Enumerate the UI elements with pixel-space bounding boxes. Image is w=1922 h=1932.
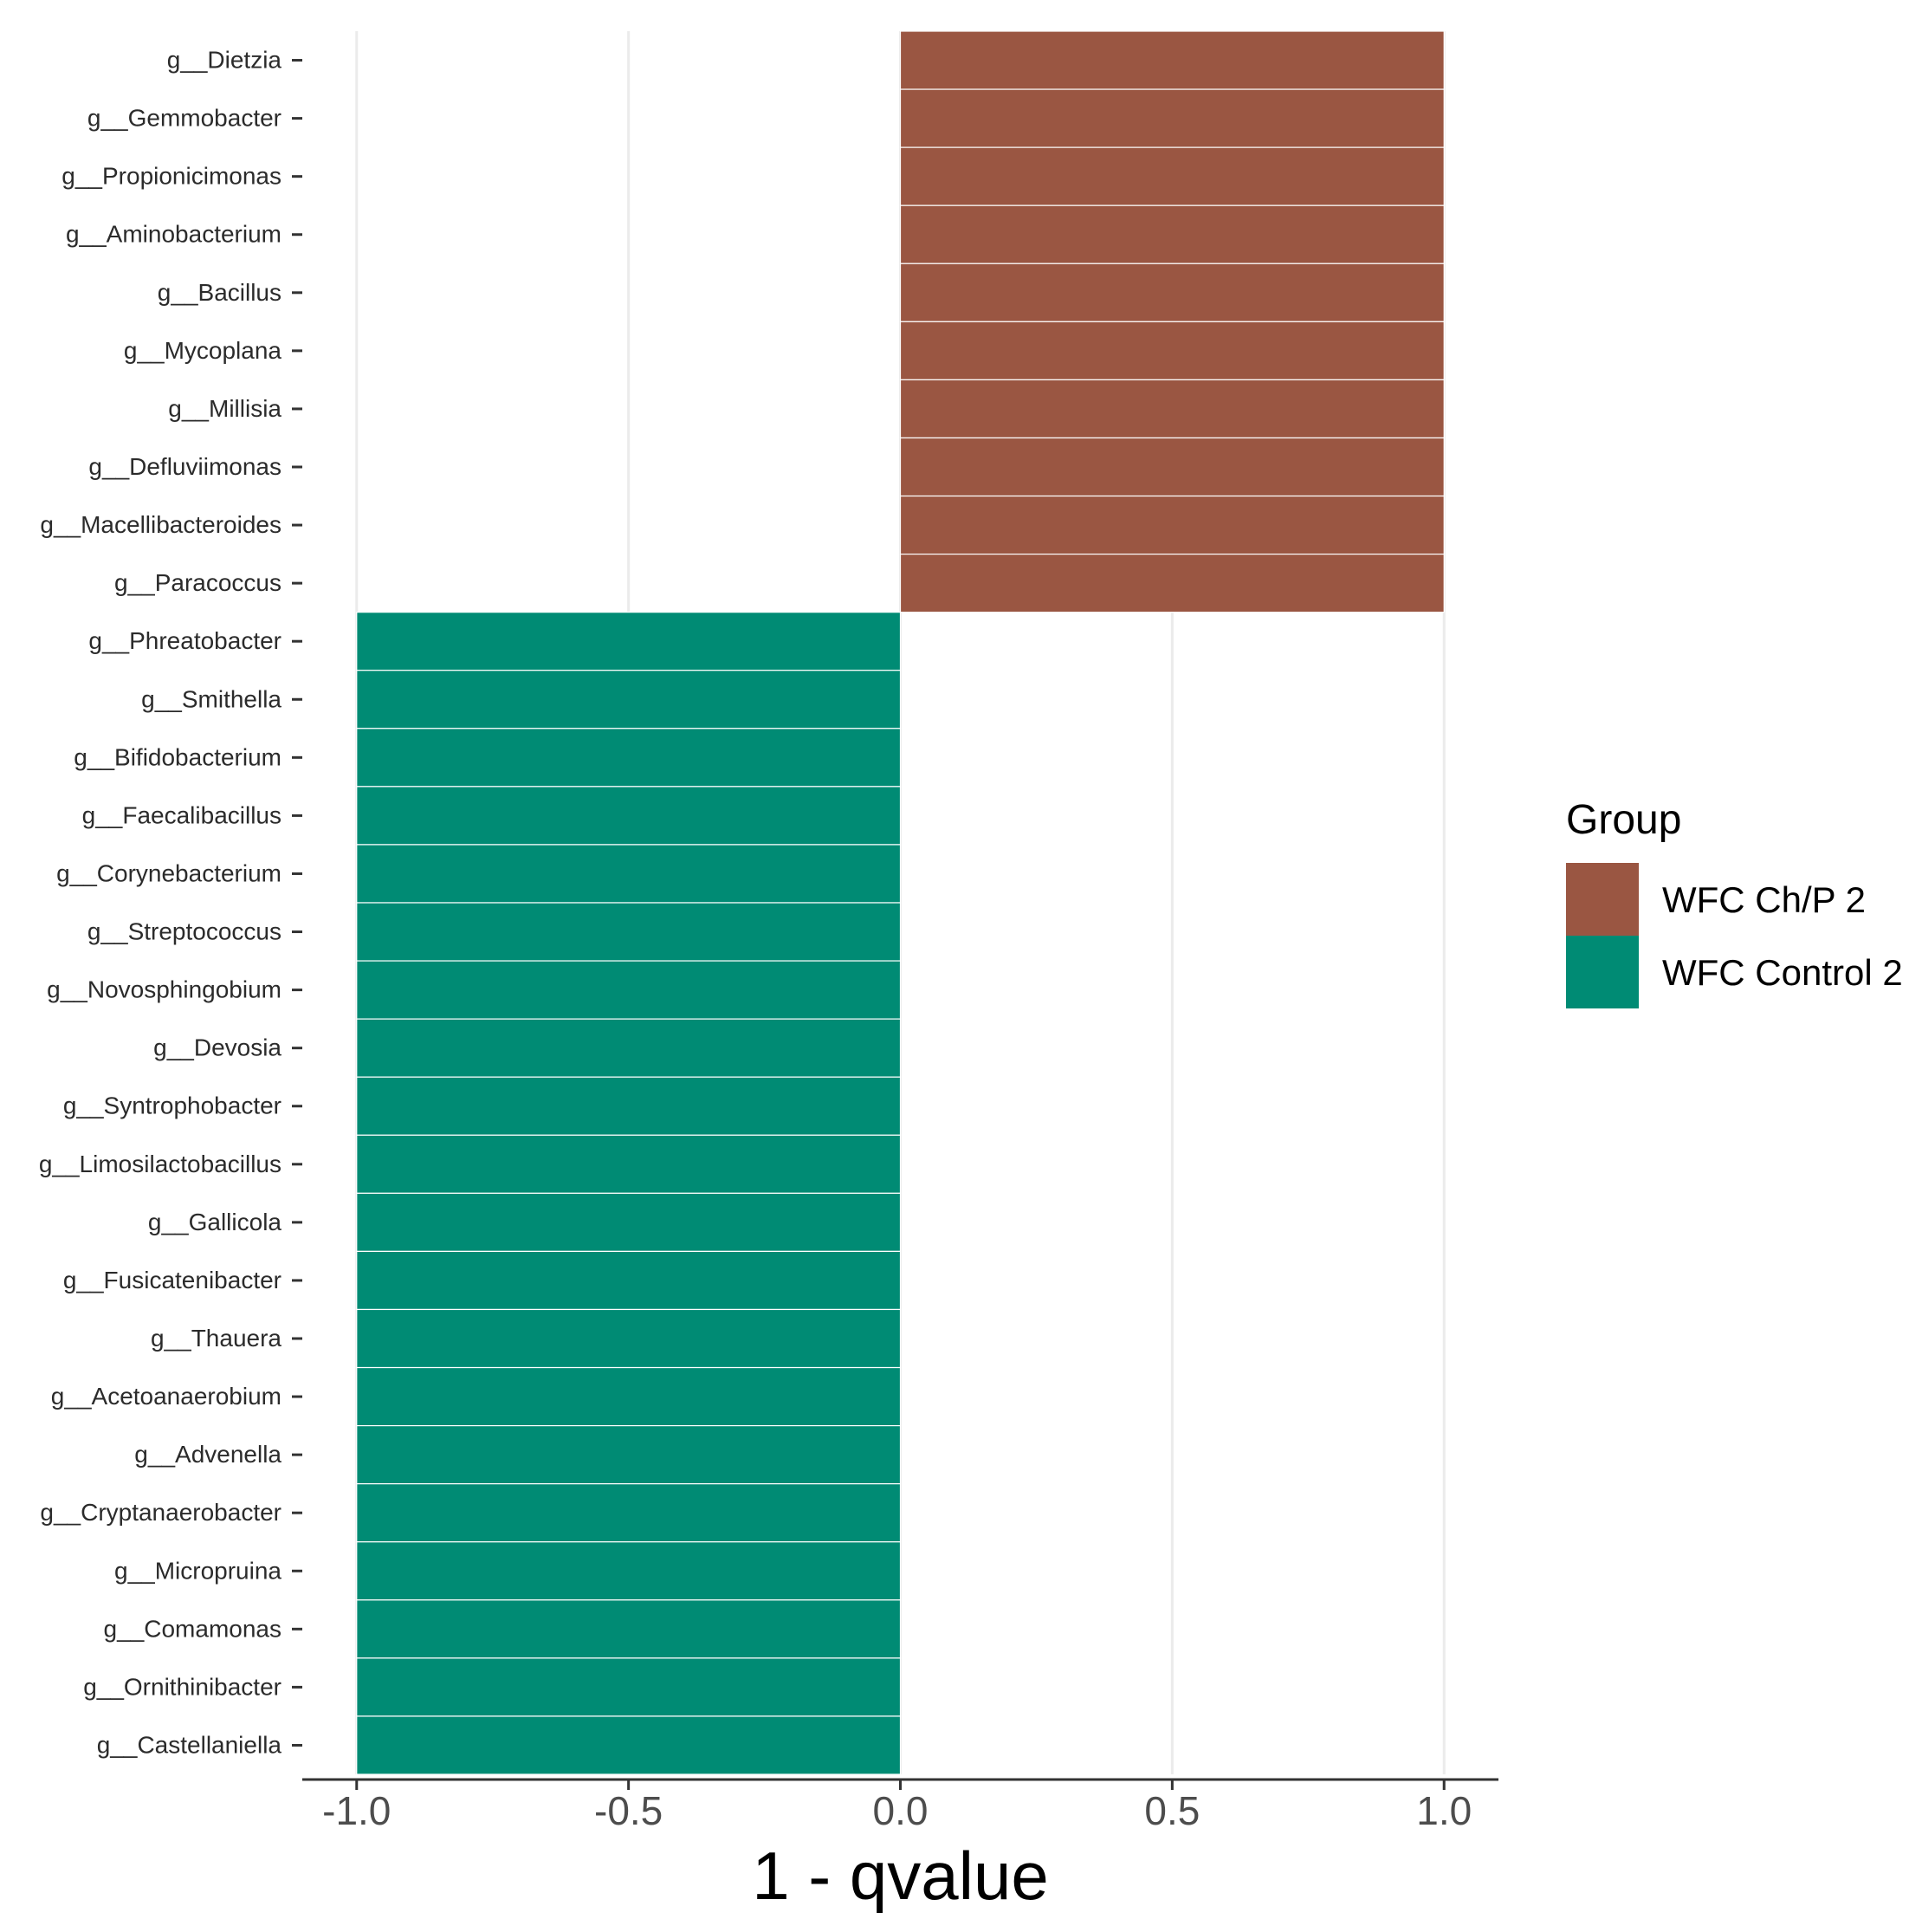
bar-g__Macellibacteroides [899,495,1445,555]
bar-g__Faecalibacillus [356,786,902,846]
y-tick-label: g__Propionicimonas [61,163,282,190]
x-tick-label: -1.0 [322,1788,391,1833]
x-axis: -1.0 -0.5 0.0 0.5 1.0 [302,1778,1498,1833]
y-tick-label: g__Gemmobacter [87,105,282,132]
bar-g__Micropruina [356,1541,902,1601]
bar-g__Cryptanaerobacter [356,1483,902,1543]
bar-g__Syntrophobacter [356,1076,902,1136]
bar-g__Dietzia [899,30,1445,90]
y-tick-label: g__Mycoplana [124,337,282,364]
bar-g__Advenella [356,1424,902,1485]
bar-g__Fusicatenibacter [356,1250,902,1311]
y-tick-label: g__Faecalibacillus [82,801,282,828]
y-tick-label: g__Comamonas [104,1615,282,1642]
legend-label: WFC Ch/P 2 [1662,879,1866,920]
bar-g__Gallicola [356,1192,902,1253]
y-tick-label: g__Thauera [151,1325,282,1352]
x-tick-label: -0.5 [594,1788,663,1833]
bar-g__Millisia [899,379,1445,439]
y-tick-label: g__Cryptanaerobacter [40,1499,282,1526]
y-tick-label: g__Aminobacterium [66,221,282,248]
bar-g__Limosilactobacillus [356,1134,902,1194]
y-tick-label: g__Syntrophobacter [63,1092,282,1119]
bar-g__Comamonas [356,1599,902,1659]
y-tick-label: g__Corynebacterium [56,859,282,886]
y-tick-label: g__Advenella [134,1441,282,1468]
y-tick-label: g__Streptococcus [87,918,282,945]
y-tick-label: g__Macellibacteroides [40,511,282,538]
y-tick-label: g__Dietzia [167,47,282,74]
legend: Group WFC Ch/P 2 WFC Control 2 [1566,797,1903,1008]
bar-g__Bifidobacterium [356,728,902,788]
bar-g__Thauera [356,1308,902,1369]
y-axis: g__Dietzia g__Gemmobacter g__Propionicimon… [39,47,302,1758]
legend-title: Group [1566,797,1681,843]
y-tick-label: g__Gallicola [148,1209,282,1235]
x-axis-title: 1 - qvalue [752,1838,1049,1914]
x-tick-label: 0.5 [1144,1788,1200,1833]
bar-g__Acetoanaerobium [356,1366,902,1427]
bar-g__Novosphingobium [356,960,902,1020]
bar-g__Streptococcus [356,902,902,962]
bar-g__Ornithinibacter [356,1657,902,1717]
y-tick-label: g__Bacillus [158,279,282,306]
bar-g__Gemmobacter [899,88,1445,148]
y-tick-label: g__Millisia [168,395,282,422]
y-tick-label: g__Fusicatenibacter [63,1267,282,1293]
y-tick-label: g__Defluviimonas [88,453,282,480]
bar-g__Castellaniella [356,1715,902,1775]
y-tick-label: g__Ornithinibacter [83,1673,282,1700]
legend-key [1566,863,1639,936]
y-tick-label: g__Smithella [141,685,282,712]
legend-key [1566,936,1639,1008]
bar-g__Smithella [356,670,902,729]
bars [356,30,1445,1775]
x-tick-label: 0.0 [873,1788,929,1833]
legend-label: WFC Control 2 [1662,952,1903,993]
bar-g__Aminobacterium [899,204,1445,264]
y-tick-label: g__Castellaniella [97,1731,282,1758]
y-tick-label: g__Limosilactobacillus [39,1151,282,1177]
y-tick-label: g__Micropruina [114,1557,282,1584]
x-tick-label: 1.0 [1416,1788,1472,1833]
y-tick-label: g__Novosphingobium [47,976,282,1003]
bar-g__Phreatobacter [356,612,902,671]
y-tick-label: g__Bifidobacterium [74,743,282,770]
y-tick-label: g__Phreatobacter [88,627,282,654]
y-tick-label: g__Acetoanaerobium [51,1383,282,1410]
bar-g__Propionicimonas [899,146,1445,206]
y-tick-label: g__Devosia [153,1034,282,1061]
bar-g__Devosia [356,1018,902,1078]
y-tick-label: g__Paracoccus [114,569,282,596]
bar-g__Corynebacterium [356,844,902,904]
bar-g__Mycoplana [899,321,1445,381]
bar-g__Paracoccus [899,553,1445,613]
bar-g__Defluviimonas [899,437,1445,497]
bar-g__Bacillus [899,263,1445,322]
